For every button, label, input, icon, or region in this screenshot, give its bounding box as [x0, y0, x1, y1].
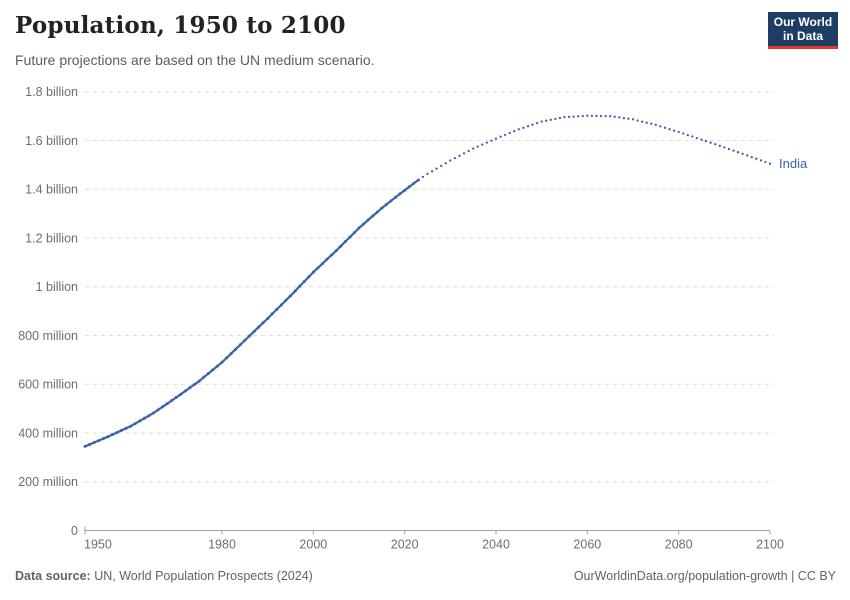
y-axis-tick-label: 1.6 billion [25, 134, 78, 148]
owid-logo-line2: in Data [782, 28, 823, 43]
chart-footer: Data source: UN, World Population Prospe… [15, 569, 836, 583]
y-axis-tick-label: 0 [71, 524, 78, 538]
owid-logo[interactable]: Our World in Data [768, 12, 838, 49]
x-axis-tick-label: 2040 [482, 538, 510, 552]
series-markers-historical [83, 178, 420, 448]
data-source-text: UN, World Population Prospects (2024) [90, 569, 313, 583]
y-axis-tick-label: 1.8 billion [25, 85, 78, 99]
y-axis-tick-label: 1 billion [36, 280, 78, 294]
x-axis-tick-label: 2000 [299, 538, 327, 552]
x-axis-tick-label: 2060 [573, 538, 601, 552]
owid-logo-line1: Our World [773, 15, 833, 29]
y-axis-tick-label: 1.4 billion [25, 183, 78, 197]
data-source-note: Data source: UN, World Population Prospe… [15, 569, 313, 583]
y-axis-tick-label: 200 million [18, 475, 78, 489]
x-axis-tick-label: 2020 [391, 538, 419, 552]
owid-url-license-link[interactable]: OurWorldinData.org/population-growth | C… [573, 569, 836, 583]
series-dots-projection [421, 114, 772, 179]
chart-title: Population, 1950 to 2100 [15, 12, 346, 39]
x-axis-tick-label: 2080 [665, 538, 693, 552]
x-axis-tick-label: 1980 [208, 538, 236, 552]
x-axis-tick-label: 1950 [84, 538, 112, 552]
y-axis-tick-label: 400 million [18, 426, 78, 440]
chart-subtitle: Future projections are based on the UN m… [15, 52, 375, 68]
data-source-label: Data source: [15, 569, 91, 583]
y-axis-tick-label: 600 million [18, 378, 78, 392]
x-axis-tick-label: 2100 [756, 538, 784, 552]
y-axis-tick-label: 1.2 billion [25, 231, 78, 245]
y-axis-tick-label: 800 million [18, 329, 78, 343]
entity-label-india[interactable]: India [779, 156, 808, 171]
